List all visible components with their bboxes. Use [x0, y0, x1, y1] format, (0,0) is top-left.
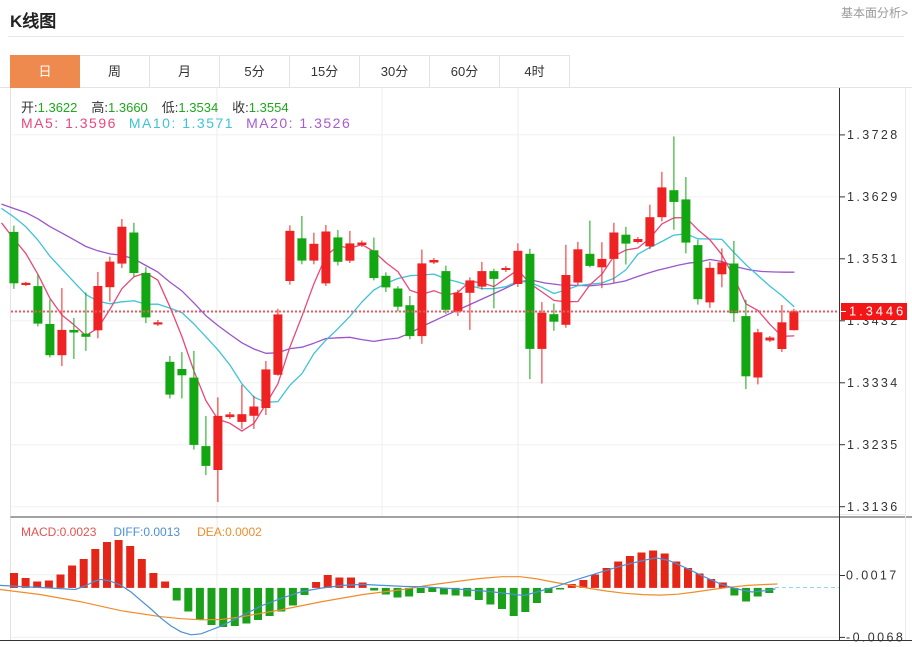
svg-text:1.3728: 1.3728 — [847, 128, 900, 142]
svg-text:1.3235: 1.3235 — [847, 438, 900, 452]
svg-text:1.3334: 1.3334 — [847, 376, 900, 390]
svg-text:1.3136: 1.3136 — [847, 500, 900, 514]
svg-text:1.3531: 1.3531 — [847, 252, 900, 266]
svg-text:0.0017: 0.0017 — [846, 569, 899, 583]
svg-text:-0.0068: -0.0068 — [846, 631, 905, 645]
svg-text:1.3629: 1.3629 — [847, 190, 900, 204]
svg-text:1.3446: 1.3446 — [849, 304, 906, 319]
